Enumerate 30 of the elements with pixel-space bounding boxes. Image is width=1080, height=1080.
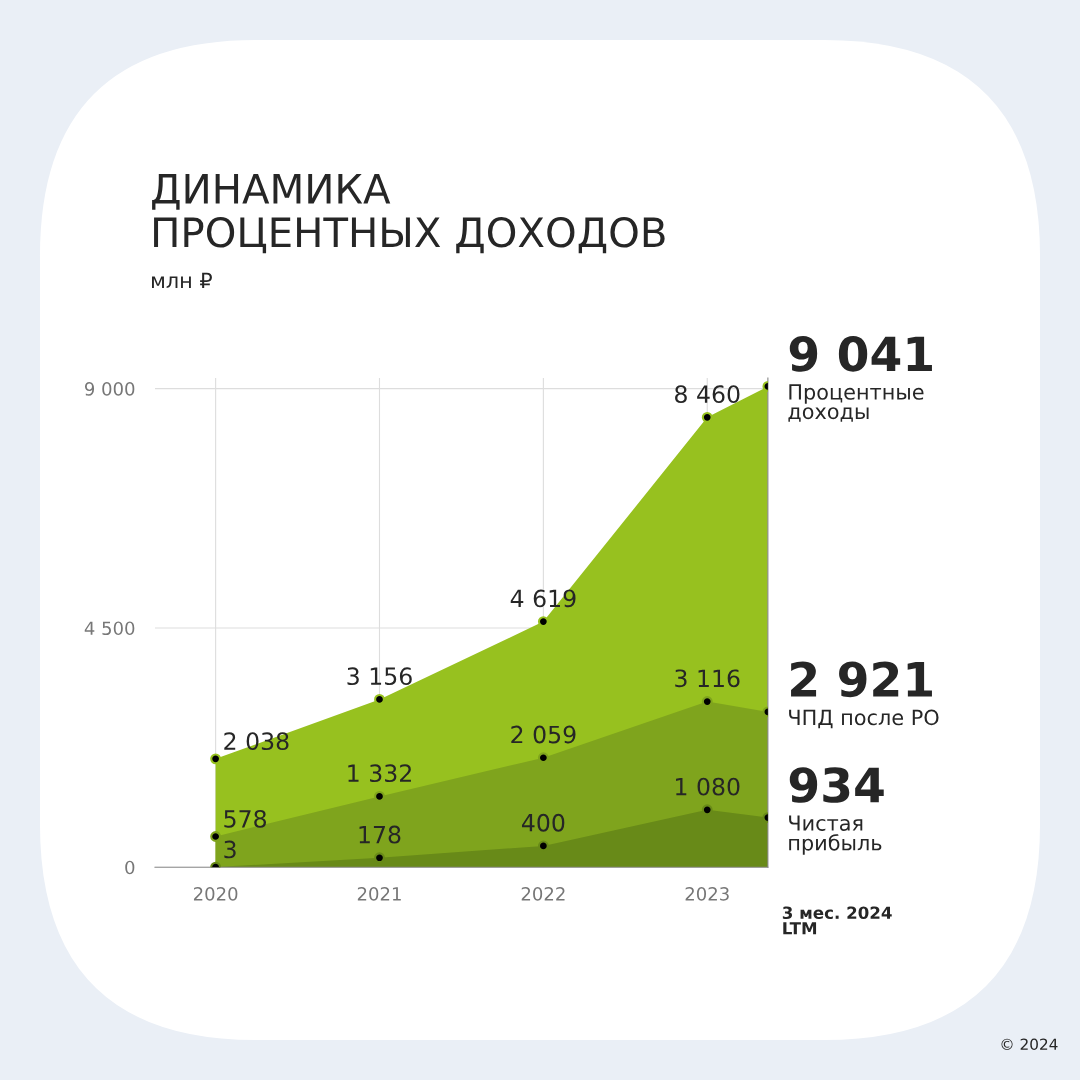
point [701, 411, 713, 423]
x-tick-label: 2020 [193, 887, 238, 901]
point [210, 753, 222, 765]
x-tick-label: 2023 [685, 887, 729, 901]
data-label: 1 080 [676, 777, 740, 796]
data-label: 3 156 [347, 667, 412, 686]
series-label: ЧПД после РО [789, 709, 939, 729]
data-label: 9 041 [789, 336, 932, 372]
data-label: 400 [521, 813, 565, 832]
data-label: 3 116 [675, 669, 740, 688]
data-label: 2 059 [511, 725, 576, 744]
series-label: Чистая прибыль [789, 815, 882, 855]
data-label: 178 [359, 825, 401, 844]
chart-subtitle: млн ₽ [152, 272, 212, 288]
point [210, 831, 222, 842]
y-tick-label: 4 500 [84, 621, 135, 636]
x-tick-label: 2022 [521, 887, 565, 901]
data-label: 2 921 [791, 661, 932, 698]
annotation: 3 мес. 2024 LTM [782, 906, 892, 935]
data-label: 578 [224, 809, 267, 828]
data-label: 934 [789, 767, 884, 803]
chart-title: ДИНАМИКА ПРОЦЕНТНЫХ ДОХОДОВ [152, 174, 665, 254]
y-tick-label: 9 000 [84, 382, 135, 396]
series-label: Процентные доходы [788, 384, 924, 422]
data-label: 3 [224, 840, 236, 859]
x-tick-label: 2021 [357, 887, 401, 901]
text: © 2024 [1001, 1038, 1058, 1051]
data-label: 8 460 [675, 385, 740, 404]
y-tick-label: 0 [125, 860, 135, 875]
data-label: 1 332 [348, 764, 411, 783]
